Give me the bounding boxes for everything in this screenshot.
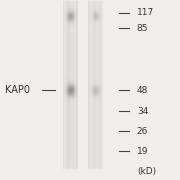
Text: 117: 117 — [137, 8, 154, 17]
Text: 26: 26 — [137, 127, 148, 136]
Text: (kD): (kD) — [137, 167, 156, 176]
Text: 19: 19 — [137, 147, 148, 156]
Text: 34: 34 — [137, 107, 148, 116]
Text: 85: 85 — [137, 24, 148, 33]
Text: KAP0: KAP0 — [6, 85, 30, 95]
Text: 48: 48 — [137, 86, 148, 94]
